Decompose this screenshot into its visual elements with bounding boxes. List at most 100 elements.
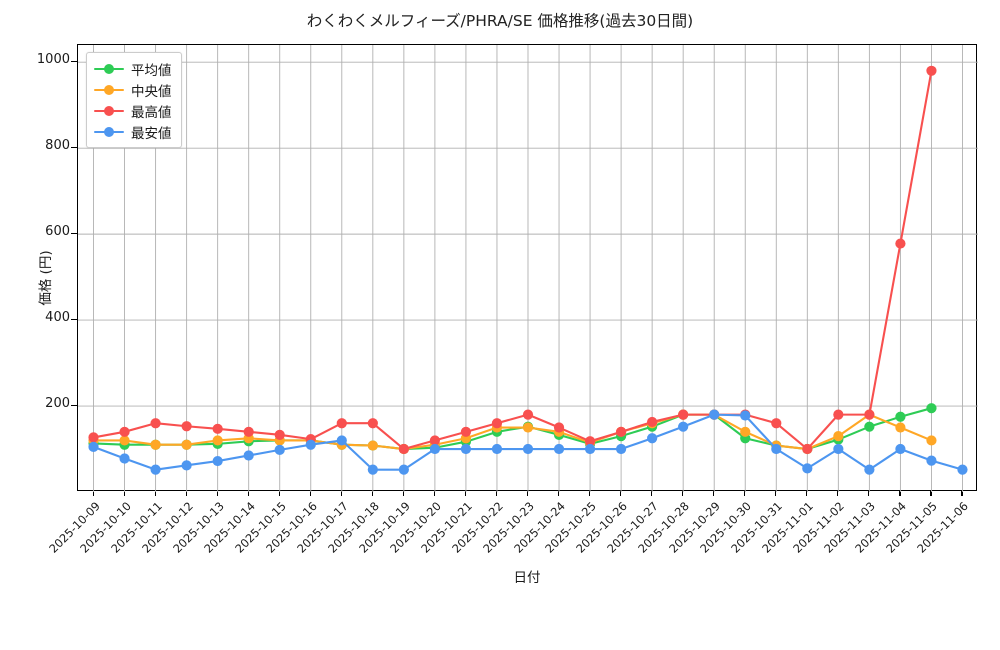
legend-item-label: 最安値 (131, 125, 172, 142)
data-point (398, 443, 409, 455)
x-tick-mark (837, 491, 839, 496)
data-point (181, 421, 192, 432)
x-axis-label: 日付 (513, 570, 541, 586)
data-point (553, 422, 565, 433)
data-point (429, 435, 440, 446)
y-tick-mark (71, 319, 77, 321)
legend-swatch-icon (94, 104, 124, 118)
data-point (522, 443, 534, 455)
x-tick-mark (464, 491, 467, 496)
x-tick-mark (558, 491, 560, 496)
data-point (678, 409, 689, 420)
data-point (181, 460, 192, 471)
data-point (647, 433, 658, 444)
series-line-1 (92, 413, 933, 451)
chart-legend: 平均値 中央値最高値最安値 (86, 52, 182, 148)
x-tick-mark (744, 491, 746, 496)
data-point (926, 65, 937, 76)
data-point (895, 443, 906, 455)
data-point (243, 426, 254, 437)
data-point (88, 432, 99, 443)
data-point (584, 436, 596, 447)
x-tick-mark (495, 491, 498, 496)
data-point (491, 443, 503, 455)
data-point (181, 439, 192, 450)
data-point (678, 421, 689, 432)
y-tick-label: 400 (45, 310, 70, 326)
x-tick-mark (806, 491, 808, 496)
data-point (274, 444, 285, 455)
plot-area (77, 44, 978, 492)
x-tick-mark (216, 491, 218, 496)
data-point (833, 409, 844, 420)
data-point (460, 426, 472, 437)
legend-swatch-icon (94, 62, 124, 76)
data-point (150, 464, 161, 475)
x-tick-mark (682, 491, 684, 496)
y-tick-label: 1000 (36, 52, 70, 68)
data-point (864, 464, 875, 475)
x-tick-mark (278, 491, 280, 496)
y-tick-label: 800 (45, 138, 70, 154)
data-point (926, 435, 937, 446)
legend-item-2[interactable]: 最高値 (94, 100, 172, 121)
data-point (150, 439, 161, 450)
data-point (616, 426, 627, 437)
legend-swatch-icon (94, 125, 124, 139)
x-tick-mark (899, 491, 901, 496)
data-point (895, 411, 906, 422)
data-point (336, 435, 347, 446)
legend-item-label: 最高値 (131, 104, 172, 121)
data-point (150, 418, 161, 429)
data-point (367, 440, 378, 451)
data-point (864, 421, 875, 432)
x-tick-mark (340, 491, 342, 496)
x-tick-mark (433, 491, 435, 496)
data-point (212, 435, 223, 446)
data-point (119, 435, 130, 446)
y-axis-tick-labels: 200 400 600 800 1000 (22, 0, 70, 600)
x-tick-mark (309, 491, 311, 496)
data-point (895, 422, 906, 433)
data-point (647, 416, 658, 428)
data-point (460, 443, 472, 455)
x-tick-mark (961, 491, 963, 496)
x-tick-mark (589, 491, 591, 496)
data-point (833, 443, 844, 455)
price-history-chart: わくわくメルフィーズ/PHRA/SE 価格推移(過去30日間) 価格 (円) 日… (22, 0, 978, 600)
x-tick-mark (713, 491, 715, 496)
data-point (367, 464, 378, 475)
x-tick-mark (527, 491, 529, 496)
x-tick-mark (185, 491, 187, 496)
data-point (119, 453, 130, 464)
data-point (802, 443, 813, 455)
data-point (336, 418, 347, 429)
chart-title: わくわくメルフィーズ/PHRA/SE 価格推移(過去30日間) (306, 12, 694, 30)
data-point (926, 403, 937, 414)
x-tick-mark (92, 491, 94, 496)
data-point (212, 455, 223, 467)
data-point (740, 410, 751, 421)
legend-item-0[interactable]: 平均値 (94, 58, 172, 79)
data-point (88, 441, 99, 452)
data-point (398, 464, 409, 475)
y-tick-mark (71, 147, 77, 149)
x-tick-mark (868, 491, 870, 496)
data-point (771, 443, 782, 455)
data-point (305, 439, 316, 450)
x-tick-mark (154, 491, 156, 496)
legend-item-3[interactable]: 最安値 (94, 121, 172, 142)
series-line-2 (92, 69, 933, 451)
y-tick-label: 200 (45, 396, 70, 412)
data-point (616, 443, 627, 455)
x-tick-mark (247, 491, 249, 496)
data-point (771, 418, 782, 429)
data-point (802, 463, 813, 474)
legend-item-1[interactable]: 中央値 (94, 79, 172, 100)
x-tick-mark (371, 491, 373, 496)
x-tick-mark (620, 491, 622, 496)
x-tick-mark (651, 491, 653, 496)
data-point (119, 426, 130, 437)
data-point (957, 464, 968, 475)
data-point (274, 429, 285, 440)
